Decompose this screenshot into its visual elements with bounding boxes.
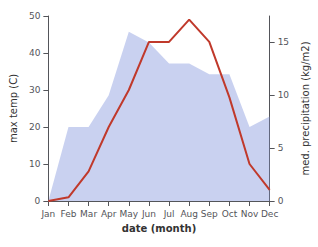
svg-text:10: 10 [29,159,41,169]
svg-text:Nov: Nov [241,209,259,219]
svg-text:Aug: Aug [180,209,198,219]
svg-text:15: 15 [278,37,289,47]
svg-text:0: 0 [35,196,41,206]
svg-text:Jan: Jan [40,209,55,219]
svg-text:Apr: Apr [101,209,117,219]
svg-text:50: 50 [29,11,41,21]
svg-text:Jun: Jun [141,209,156,219]
svg-text:May: May [120,209,139,219]
svg-text:Feb: Feb [61,209,77,219]
svg-text:30: 30 [29,85,41,95]
svg-text:0: 0 [278,196,284,206]
svg-text:date (month): date (month) [122,223,196,234]
svg-text:10: 10 [278,90,290,100]
svg-text:5: 5 [278,143,284,153]
svg-text:max temp (C): max temp (C) [8,74,19,143]
svg-text:med. precipitation (kg/m2): med. precipitation (kg/m2) [300,41,311,175]
svg-text:Oct: Oct [222,209,238,219]
svg-text:20: 20 [29,122,41,132]
svg-text:Mar: Mar [80,209,97,219]
svg-text:40: 40 [29,48,41,58]
svg-text:Dec: Dec [261,209,278,219]
svg-text:Sep: Sep [201,209,218,219]
svg-text:Jul: Jul [163,209,175,219]
